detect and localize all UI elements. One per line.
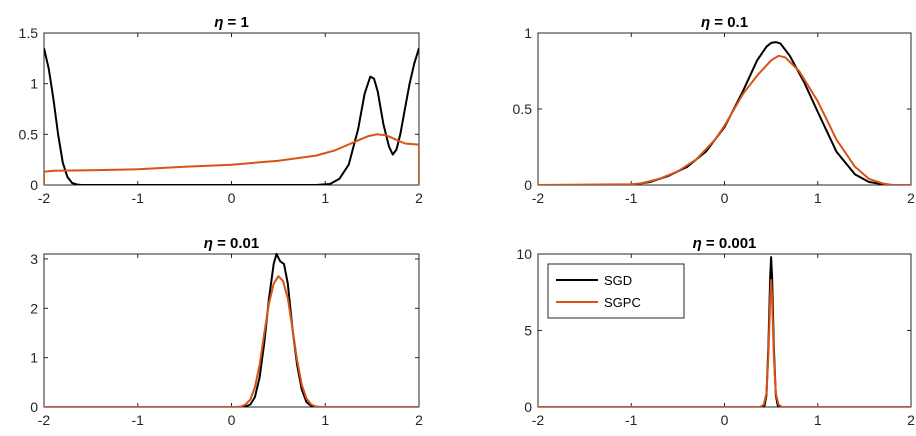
subplot-4: -2 -1 0 1 2 0 5 10 η = 0.001: [516, 235, 915, 428]
title-value: = 0.1: [710, 14, 748, 31]
x-tick-label: 2: [415, 412, 423, 428]
axes-box: [537, 32, 912, 186]
plot-title: η = 0.001: [693, 235, 757, 252]
y-tick-label: 0: [30, 177, 38, 193]
y-tick-label: 3: [30, 251, 38, 267]
legend-label-sgpc: SGPC: [604, 295, 641, 310]
y-tick-label: 5: [524, 323, 532, 339]
series-sgpc-line: [538, 279, 911, 407]
subplot-1: -2 -1 0 1 2 0 0.5 1 1.5 η = 1: [19, 14, 424, 206]
subplot-3: -2 -1 0 1 2 0 1 2 3 η = 0.01: [30, 235, 423, 428]
y-tick-label: 10: [516, 246, 532, 262]
title-value: = 0.001: [702, 235, 757, 252]
x-tick-label: 2: [415, 190, 423, 206]
series-sgd-line: [538, 256, 911, 407]
x-tick-label: -2: [532, 412, 545, 428]
series-sgpc-line: [538, 54, 911, 185]
x-tick-label: -2: [532, 190, 545, 206]
legend-box: [547, 263, 685, 319]
x-tick-label: 0: [721, 190, 729, 206]
title-value: = 0.01: [213, 235, 259, 252]
x-tick-label: 1: [814, 190, 822, 206]
x-tick-label: 0: [228, 190, 236, 206]
x-tick-label: 1: [321, 412, 329, 428]
series-sgd-line: [44, 253, 419, 407]
x-tick-label: -1: [132, 412, 145, 428]
x-tick-label: 0: [721, 412, 729, 428]
legend: SGD SGPC: [547, 263, 685, 319]
y-tick-label: 1: [524, 25, 532, 41]
y-tick-label: 0.5: [513, 101, 533, 117]
plot-title: η = 0.1: [701, 14, 748, 31]
x-tick-label: 0: [228, 412, 236, 428]
x-tick-label: 2: [907, 412, 915, 428]
x-tick-label: -2: [38, 190, 51, 206]
series-sgpc-line: [44, 133, 419, 185]
subplot-2: -2 -1 0 1 2 0 0.5 1 η = 0.1: [513, 14, 916, 206]
series-sgd-line: [44, 47, 419, 185]
x-tick-label: -1: [132, 190, 145, 206]
series-sgpc-line: [44, 275, 419, 407]
plot-title: η = 0.01: [204, 235, 259, 252]
axes-box: [43, 32, 420, 186]
axes-box: [43, 253, 420, 408]
x-tick-label: -1: [625, 190, 638, 206]
plot-title: η = 1: [214, 14, 249, 31]
title-eta: η: [214, 14, 223, 31]
y-tick-label: 0: [30, 399, 38, 415]
x-tick-label: 2: [907, 190, 915, 206]
title-eta: η: [204, 235, 213, 252]
y-tick-label: 1: [30, 350, 38, 366]
x-tick-label: 1: [814, 412, 822, 428]
y-tick-label: 1: [30, 76, 38, 92]
legend-label-sgd: SGD: [604, 273, 632, 288]
title-eta: η: [701, 14, 710, 31]
title-eta: η: [693, 235, 702, 252]
x-tick-label: -2: [38, 412, 51, 428]
y-tick-label: 0: [524, 177, 532, 193]
x-tick-label: -1: [625, 412, 638, 428]
y-tick-label: 0: [524, 399, 532, 415]
y-tick-label: 1.5: [19, 25, 39, 41]
y-tick-label: 2: [30, 300, 38, 316]
x-tick-label: 1: [321, 190, 329, 206]
y-tick-label: 0.5: [19, 126, 39, 142]
title-value: = 1: [223, 14, 248, 31]
